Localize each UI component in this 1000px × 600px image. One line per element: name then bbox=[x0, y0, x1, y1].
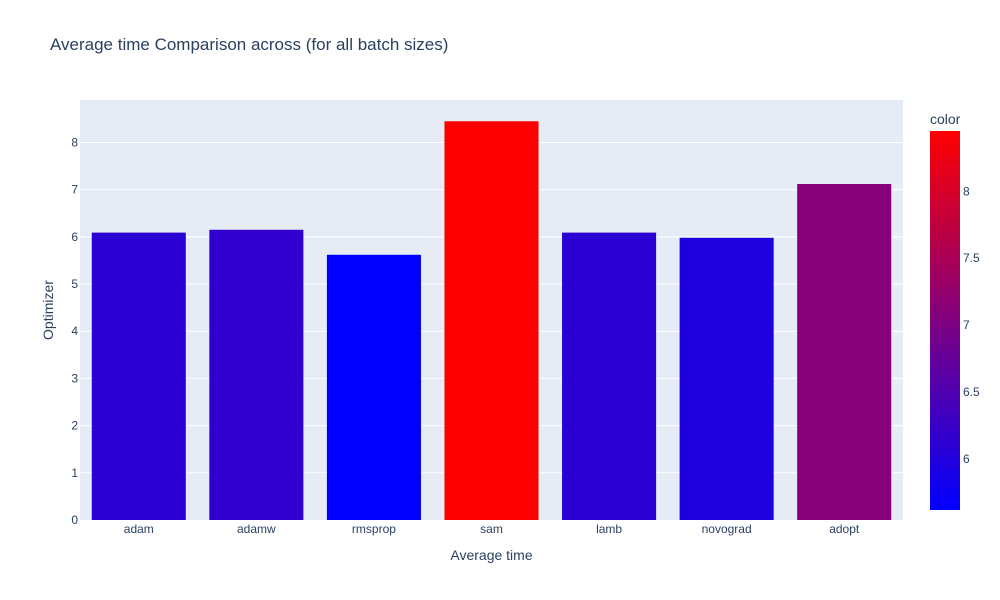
x-tick-label: sam bbox=[480, 522, 503, 536]
bar-novograd bbox=[679, 237, 774, 520]
colorbar-title: color bbox=[930, 111, 961, 127]
colorbar-tick-label: 7.5 bbox=[963, 251, 980, 265]
colorbar-tick-label: 6.5 bbox=[963, 385, 980, 399]
x-tick-label: novograd bbox=[702, 522, 752, 536]
y-tick-label: 1 bbox=[71, 466, 78, 480]
y-tick-label: 0 bbox=[71, 513, 78, 527]
y-tick-label: 5 bbox=[71, 277, 78, 291]
y-axis-title: Optimizer bbox=[40, 280, 56, 340]
bar-lamb bbox=[562, 232, 657, 520]
colorbar-tick-label: 8 bbox=[963, 184, 970, 198]
x-tick-label: adamw bbox=[237, 522, 276, 536]
y-tick-labels: 0 1 2 3 4 5 6 7 8 bbox=[71, 135, 78, 527]
colorbar-tick-label: 6 bbox=[963, 452, 970, 466]
colorbar bbox=[930, 131, 960, 510]
y-tick-label: 8 bbox=[71, 135, 78, 149]
y-tick-label: 7 bbox=[71, 183, 78, 197]
bar-rmsprop bbox=[326, 254, 421, 521]
y-tick-label: 3 bbox=[71, 371, 78, 385]
x-axis-title: Average time bbox=[450, 547, 532, 563]
y-tick-label: 4 bbox=[71, 324, 78, 338]
bars bbox=[91, 121, 892, 521]
colorbar-tick-label: 7 bbox=[963, 318, 970, 332]
x-tick-labels: adam adamw rmsprop sam lamb novograd adopt bbox=[124, 522, 860, 536]
bar-sam bbox=[444, 121, 539, 520]
y-tick-label: 2 bbox=[71, 419, 78, 433]
y-tick-label: 6 bbox=[71, 230, 78, 244]
colorbar-tick-labels: 6 6.5 7 7.5 8 bbox=[963, 184, 980, 466]
x-tick-label: adopt bbox=[829, 522, 860, 536]
chart-title: Average time Comparison across (for all … bbox=[50, 35, 448, 54]
bar-adopt bbox=[797, 184, 892, 520]
x-tick-label: lamb bbox=[596, 522, 622, 536]
x-tick-label: adam bbox=[124, 522, 154, 536]
bar-adam bbox=[91, 232, 186, 520]
x-tick-label: rmsprop bbox=[352, 522, 396, 536]
bar-adamw bbox=[209, 229, 304, 521]
